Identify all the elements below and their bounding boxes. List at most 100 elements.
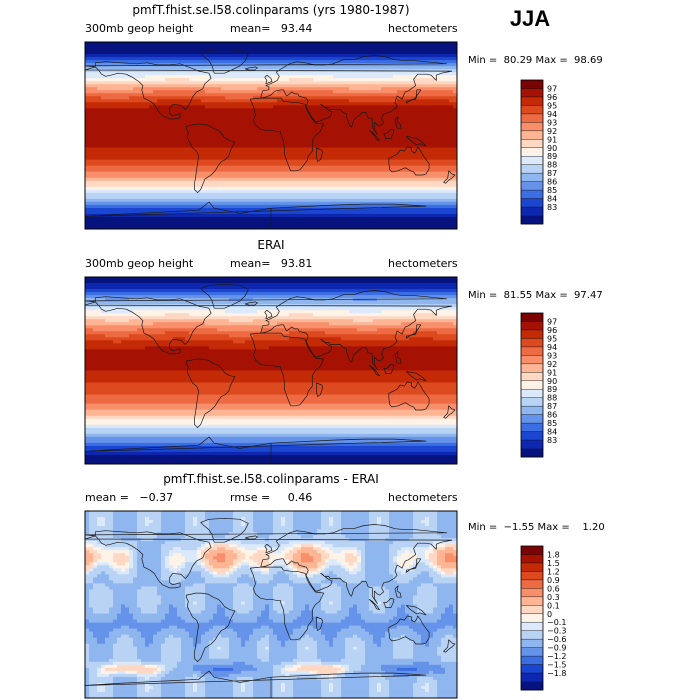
- field-cell: [189, 195, 194, 200]
- field-cell: [269, 198, 274, 203]
- field-cell: [233, 66, 238, 70]
- field-cell: [121, 168, 126, 173]
- field-cell: [401, 105, 406, 109]
- field-cell: [449, 186, 454, 191]
- field-cell: [381, 198, 386, 203]
- field-cell: [149, 96, 154, 100]
- field-cell: [301, 165, 306, 170]
- field-cell: [341, 147, 346, 151]
- panel-3-min-max: Min = −1.55 Max = 1.20: [468, 522, 605, 533]
- field-cell: [205, 126, 210, 130]
- field-cell: [105, 201, 110, 206]
- field-cell: [409, 45, 414, 49]
- field-cell: [161, 84, 166, 88]
- field-cell: [277, 156, 282, 161]
- field-cell: [261, 54, 266, 58]
- field-cell: [449, 198, 454, 203]
- field-cell: [289, 99, 294, 103]
- field-cell: [113, 48, 118, 52]
- field-cell: [281, 141, 286, 145]
- field-cell: [229, 123, 234, 127]
- field-cell: [261, 129, 266, 133]
- field-cell: [129, 153, 134, 158]
- field-cell: [101, 63, 106, 67]
- field-cell: [157, 99, 162, 103]
- field-cell: [301, 138, 306, 142]
- field-cell: [109, 192, 114, 197]
- field-cell: [257, 186, 262, 191]
- field-cell: [377, 189, 382, 194]
- field-cell: [177, 123, 182, 127]
- field-cell: [177, 87, 182, 91]
- field-cell: [305, 177, 310, 182]
- field-cell: [157, 81, 162, 85]
- field-cell: [345, 150, 350, 154]
- field-cell: [161, 48, 166, 52]
- field-cell: [309, 171, 314, 176]
- field-cell: [401, 132, 406, 136]
- field-cell: [233, 147, 238, 151]
- field-cell: [149, 150, 154, 154]
- field-cell: [205, 93, 210, 97]
- field-cell: [349, 57, 354, 61]
- field-cell: [213, 60, 218, 64]
- field-cell: [349, 189, 354, 194]
- field-cell: [233, 90, 238, 94]
- field-cell: [205, 189, 210, 194]
- field-cell: [93, 42, 98, 46]
- field-cell: [137, 42, 142, 46]
- field-cell: [89, 159, 94, 164]
- field-cell: [217, 126, 222, 130]
- field-cell: [125, 69, 130, 73]
- field-cell: [177, 102, 182, 106]
- field-cell: [177, 66, 182, 70]
- field-cell: [205, 171, 210, 176]
- field-cell: [445, 117, 450, 121]
- field-cell: [249, 159, 254, 164]
- field-cell: [245, 189, 250, 194]
- field-cell: [149, 81, 154, 85]
- field-cell: [141, 90, 146, 94]
- field-cell: [381, 60, 386, 64]
- field-cell: [305, 180, 310, 185]
- field-cell: [377, 63, 382, 67]
- field-cell: [417, 96, 422, 100]
- field-cell: [285, 180, 290, 185]
- field-cell: [189, 183, 194, 188]
- field-cell: [377, 84, 382, 88]
- field-cell: [389, 75, 394, 79]
- field-cell: [165, 174, 170, 179]
- field-cell: [245, 51, 250, 55]
- field-cell: [97, 144, 102, 148]
- field-cell: [209, 99, 214, 103]
- field-cell: [249, 132, 254, 136]
- field-cell: [225, 153, 230, 158]
- field-cell: [349, 93, 354, 97]
- field-cell: [105, 96, 110, 100]
- field-cell: [361, 45, 366, 49]
- field-cell: [169, 108, 174, 112]
- field-cell: [189, 141, 194, 145]
- field-cell: [233, 51, 238, 55]
- field-cell: [401, 147, 406, 151]
- field-cell: [305, 75, 310, 79]
- field-cell: [165, 123, 170, 127]
- field-cell: [273, 135, 278, 139]
- field-cell: [213, 84, 218, 88]
- field-cell: [125, 78, 130, 82]
- field-cell: [245, 48, 250, 52]
- field-cell: [365, 180, 370, 185]
- field-cell: [445, 123, 450, 127]
- field-cell: [365, 75, 370, 79]
- field-cell: [453, 189, 457, 194]
- field-cell: [85, 87, 90, 91]
- field-cell: [453, 126, 457, 130]
- field-cell: [385, 189, 390, 194]
- field-cell: [405, 60, 410, 64]
- field-cell: [261, 66, 266, 70]
- field-cell: [321, 147, 326, 151]
- field-cell: [309, 183, 314, 188]
- field-cell: [133, 63, 138, 67]
- field-cell: [441, 147, 446, 151]
- field-cell: [313, 66, 318, 70]
